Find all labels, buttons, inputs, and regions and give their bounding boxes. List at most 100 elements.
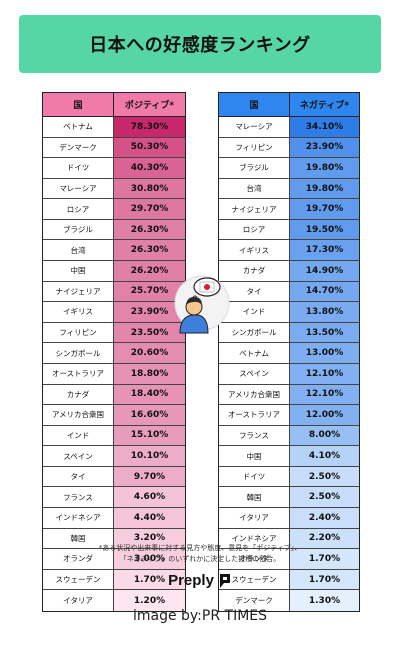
- positive-table-row: イタリア 1.20%: [43, 590, 185, 611]
- positive-table-row: フィリピン 23.50%: [43, 322, 185, 344]
- positive-value-cell: 23.50%: [114, 322, 185, 343]
- positive-country-cell: イギリス: [43, 302, 114, 322]
- person-icon: [179, 297, 209, 334]
- positive-value-cell: 4.40%: [114, 507, 185, 528]
- positive-table-row: 中国 26.20%: [43, 261, 185, 282]
- positive-table-row: インドネシア 4.40%: [43, 507, 185, 529]
- positive-value-cell: 18.80%: [114, 363, 185, 384]
- footnote: *ある状況や出来事に対する見方や態度、意見を「ポジティブ」、 「ネガティブ」のい…: [0, 543, 400, 565]
- person-with-japan-flag-icon: [174, 275, 230, 334]
- negative-header-country: 国: [219, 93, 290, 116]
- positive-table-row: カナダ 18.40%: [43, 384, 185, 406]
- footnote-line-2: 「ネガティブ」のいずれかに決定した投稿の割合。: [119, 555, 281, 563]
- negative-value-cell: 1.70%: [290, 569, 359, 590]
- positive-value-cell: 40.30%: [114, 158, 185, 178]
- negative-value-cell: 19.80%: [290, 158, 359, 178]
- positive-country-cell: 中国: [43, 261, 114, 281]
- negative-value-cell: 4.10%: [290, 446, 359, 466]
- negative-country-cell: カナダ: [219, 261, 290, 281]
- negative-country-cell: シンガポール: [219, 322, 290, 343]
- positive-country-cell: ロシア: [43, 199, 114, 219]
- positive-rows: ベトナム 78.30% デンマーク 50.30% ドイツ 40.30% マレーシア 30.80…: [43, 117, 185, 611]
- negative-value-cell: 13.50%: [290, 322, 359, 343]
- positive-table-row: マレーシア 30.80%: [43, 178, 185, 200]
- negative-country-cell: アメリカ合衆国: [219, 384, 290, 405]
- positive-header-value: ポジティブ*: [114, 93, 185, 116]
- positive-value-cell: 1.20%: [114, 590, 185, 611]
- positive-value-cell: 30.80%: [114, 178, 185, 199]
- negative-country-cell: ブラジル: [219, 158, 290, 178]
- negative-value-cell: 1.30%: [290, 590, 359, 611]
- negative-value-cell: 19.50%: [290, 219, 359, 240]
- positive-country-cell: スペイン: [43, 446, 114, 466]
- negative-table-row: ロシア 19.50%: [219, 219, 359, 241]
- negative-value-cell: 12.10%: [290, 384, 359, 405]
- negative-value-cell: 12.10%: [290, 363, 359, 384]
- negative-country-cell: ドイツ: [219, 466, 290, 487]
- negative-table-row: マレーシア 34.10%: [219, 117, 359, 138]
- positive-country-cell: ナイジェリア: [43, 281, 114, 302]
- positive-country-cell: 韓国: [43, 528, 114, 549]
- negative-value-cell: 13.80%: [290, 302, 359, 322]
- positive-table-row: 韓国 3.20%: [43, 528, 185, 550]
- negative-table-row: スペイン 12.10%: [219, 363, 359, 385]
- positive-table: 国 ポジティブ* ベトナム 78.30% デンマーク 50.30% ドイツ 40.30% マ…: [42, 92, 186, 612]
- image-credit: image by:PR TIMES: [132, 608, 268, 624]
- negative-country-cell: インドネシア: [219, 528, 290, 549]
- positive-country-cell: フィリピン: [43, 322, 114, 343]
- positive-value-cell: 20.60%: [114, 343, 185, 363]
- logo-text: Preply: [168, 572, 214, 589]
- negative-country-cell: ナイジェリア: [219, 199, 290, 219]
- positive-value-cell: 29.70%: [114, 199, 185, 219]
- negative-country-cell: デンマーク: [219, 590, 290, 611]
- positive-value-cell: 1.70%: [114, 569, 185, 590]
- negative-table-row: アメリカ合衆国 12.10%: [219, 384, 359, 406]
- positive-table-row: ブラジル 26.30%: [43, 219, 185, 241]
- positive-country-cell: アメリカ合衆国: [43, 405, 114, 425]
- negative-country-cell: フィリピン: [219, 137, 290, 158]
- negative-header-value: ネガティブ*: [290, 93, 359, 116]
- positive-table-row: スペイン 10.10%: [43, 446, 185, 467]
- positive-country-cell: 台湾: [43, 240, 114, 261]
- negative-country-cell: 台湾: [219, 178, 290, 199]
- positive-value-cell: 3.00%: [114, 549, 185, 569]
- negative-value-cell: 2.20%: [290, 528, 359, 549]
- positive-table-row: イギリス 23.90%: [43, 302, 185, 323]
- negative-value-cell: 14.70%: [290, 281, 359, 302]
- negative-country-cell: スウェーデン: [219, 569, 290, 590]
- positive-value-cell: 16.60%: [114, 405, 185, 425]
- positive-country-cell: シンガポール: [43, 343, 114, 363]
- preply-logo: Preply: [0, 572, 400, 589]
- negative-table-row: ナイジェリア 19.70%: [219, 199, 359, 220]
- negative-table-row: オランダ 1.70%: [219, 549, 359, 570]
- negative-value-cell: 23.90%: [290, 137, 359, 158]
- positive-table-row: ドイツ 40.30%: [43, 158, 185, 179]
- positive-country-cell: オランダ: [43, 549, 114, 569]
- negative-value-cell: 19.70%: [290, 199, 359, 219]
- negative-table-row: イタリア 2.40%: [219, 507, 359, 529]
- positive-table-row: 台湾 26.30%: [43, 240, 185, 262]
- negative-country-cell: ロシア: [219, 219, 290, 240]
- negative-table-header: 国 ネガティブ*: [219, 93, 359, 117]
- positive-value-cell: 50.30%: [114, 137, 185, 158]
- positive-table-row: タイ 9.70%: [43, 466, 185, 488]
- positive-table-row: シンガポール 20.60%: [43, 343, 185, 364]
- positive-country-cell: カナダ: [43, 384, 114, 405]
- positive-value-cell: 78.30%: [114, 117, 185, 137]
- positive-header-country: 国: [43, 93, 114, 116]
- negative-table-row: 中国 4.10%: [219, 446, 359, 467]
- positive-country-cell: ブラジル: [43, 219, 114, 240]
- positive-country-cell: タイ: [43, 466, 114, 487]
- negative-country-cell: イギリス: [219, 240, 290, 261]
- negative-value-cell: 34.10%: [290, 117, 359, 137]
- positive-table-row: インド 15.10%: [43, 425, 185, 447]
- negative-table-row: ブラジル 19.80%: [219, 158, 359, 179]
- negative-value-cell: 2.50%: [290, 466, 359, 487]
- negative-table-row: インドネシア 2.20%: [219, 528, 359, 550]
- positive-table-row: スウェーデン 1.70%: [43, 569, 185, 591]
- negative-table-row: ドイツ 2.50%: [219, 466, 359, 488]
- positive-table-row: オーストラリア 18.80%: [43, 363, 185, 385]
- positive-value-cell: 25.70%: [114, 281, 185, 302]
- negative-table-row: タイ 14.70%: [219, 281, 359, 303]
- negative-country-cell: オランダ: [219, 549, 290, 569]
